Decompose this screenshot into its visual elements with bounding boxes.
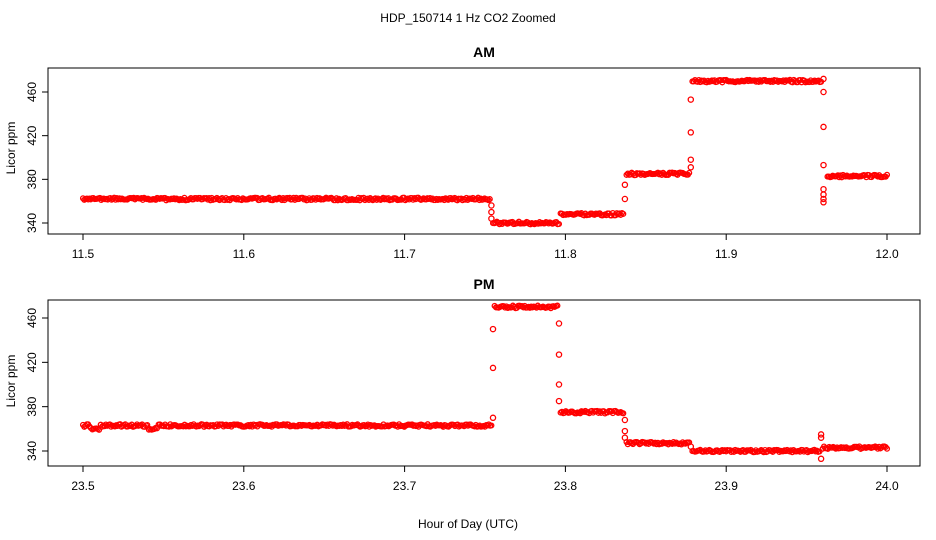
am-data-points (79, 75, 891, 228)
am-transition-point (820, 185, 827, 193)
am-x-tick-label: 11.6 (233, 247, 256, 261)
am-transition-point (820, 88, 827, 96)
am-y-tick-label: 380 (25, 169, 39, 189)
am-y-tick-label: 420 (25, 125, 39, 145)
am-data-point (447, 194, 454, 202)
pm-y-tick-label: 340 (25, 441, 39, 461)
am-transition-point (488, 208, 495, 216)
am-transition-point (820, 199, 827, 206)
am-plot-frame (47, 67, 921, 235)
am-x-tick-label: 11.9 (715, 247, 738, 261)
am-data-point (623, 171, 630, 178)
pm-transition-point (621, 434, 629, 441)
am-transition-point (687, 156, 695, 163)
am-transition-point (820, 75, 827, 83)
am-ticks: 11.5 11.6 11.7 11.8 11.9 12.0 340 380 420 460 (25, 82, 899, 261)
pm-data-point (102, 421, 109, 428)
am-data-point (883, 171, 891, 178)
am-data-point (176, 197, 183, 204)
pm-y-tick-label: 380 (25, 396, 39, 416)
pm-x-tick-label: 23.8 (554, 479, 578, 493)
pm-data-point (701, 448, 708, 455)
am-data-point (364, 195, 371, 202)
am-transition-point (621, 181, 629, 189)
am-data-point (527, 221, 534, 228)
pm-data-point (813, 447, 820, 454)
pm-data-point (776, 448, 783, 456)
pm-data-point (488, 422, 495, 429)
am-transition-point (687, 96, 695, 103)
pm-data-point (108, 423, 115, 430)
pm-data-point (554, 302, 561, 309)
pm-transition-point (817, 434, 825, 441)
am-y-tick-label: 460 (25, 82, 39, 102)
pm-data-point (360, 421, 368, 429)
pm-data-point (151, 425, 158, 433)
pm-transition-point (555, 320, 563, 327)
pm-x-tick-label: 23.9 (715, 479, 739, 493)
pm-transition-point (489, 364, 497, 372)
pm-x-tick-label: 23.6 (232, 479, 256, 493)
pm-transition-point (687, 443, 695, 450)
am-transition-point (820, 191, 827, 198)
pm-transition-point (817, 431, 825, 438)
pm-data-points (79, 302, 891, 463)
am-data-point (686, 169, 693, 176)
am-transition-point (820, 161, 827, 169)
pm-data-point (620, 410, 627, 417)
pm-transition-point (817, 455, 825, 463)
am-x-tick-label: 11.8 (554, 247, 577, 261)
am-data-point (531, 221, 538, 228)
pm-transition-point (555, 397, 563, 405)
pm-data-point (450, 421, 457, 428)
am-transition-point (820, 123, 827, 131)
am-data-point (555, 220, 563, 228)
am-x-tick-label: 12.0 (875, 247, 899, 261)
am-transition-point (820, 195, 827, 203)
pm-panel-title: PM (474, 276, 495, 292)
am-panel: AM Licor ppm 11.5 11.6 11.7 11.8 11.9 12.0 340… (4, 44, 921, 261)
pm-data-point (267, 422, 274, 429)
am-data-point (620, 210, 627, 217)
am-x-tick-label: 11.5 (72, 247, 95, 261)
pm-ylabel: Licor ppm (4, 355, 18, 408)
pm-transition-point (489, 325, 497, 333)
pm-x-tick-label: 24.0 (875, 479, 899, 493)
pm-data-point (484, 422, 491, 429)
pm-panel: PM Licor ppm 23.5 23.6 23.7 23.8 23.9 24.0 340… (4, 276, 921, 493)
pm-y-tick-label: 420 (25, 352, 39, 372)
pm-transition-point (555, 381, 563, 388)
pm-x-tick-label: 23.5 (71, 479, 95, 493)
pm-y-tick-label: 460 (25, 308, 39, 328)
pm-transition-point (621, 416, 629, 424)
pm-plot-frame (47, 299, 921, 467)
pm-transition-point (489, 414, 497, 422)
am-transition-point (488, 215, 495, 222)
am-data-point (486, 196, 493, 203)
am-data-point (690, 78, 697, 85)
pm-transition-point (621, 427, 629, 435)
am-ylabel: Licor ppm (4, 122, 18, 175)
pm-data-point (883, 445, 891, 452)
am-transition-point (621, 195, 629, 203)
am-transition-point (687, 129, 695, 136)
am-x-tick-label: 11.7 (393, 247, 416, 261)
pm-x-tick-label: 23.7 (393, 479, 417, 493)
am-transition-point (488, 202, 495, 209)
pm-ticks: 23.5 23.6 23.7 23.8 23.9 24.0 340 380 420 460 (25, 308, 899, 493)
x-axis-label: Hour of Day (UTC) (418, 517, 518, 531)
am-transition-point (687, 164, 695, 171)
pm-transition-point (555, 351, 563, 358)
figure-title: HDP_150714 1 Hz CO2 Zoomed (380, 11, 555, 25)
am-data-point (810, 78, 817, 85)
am-y-tick-label: 340 (25, 213, 39, 233)
pm-data-point (832, 445, 839, 452)
pm-data-point (338, 422, 345, 430)
am-panel-title: AM (473, 44, 495, 60)
am-data-point (485, 197, 492, 204)
